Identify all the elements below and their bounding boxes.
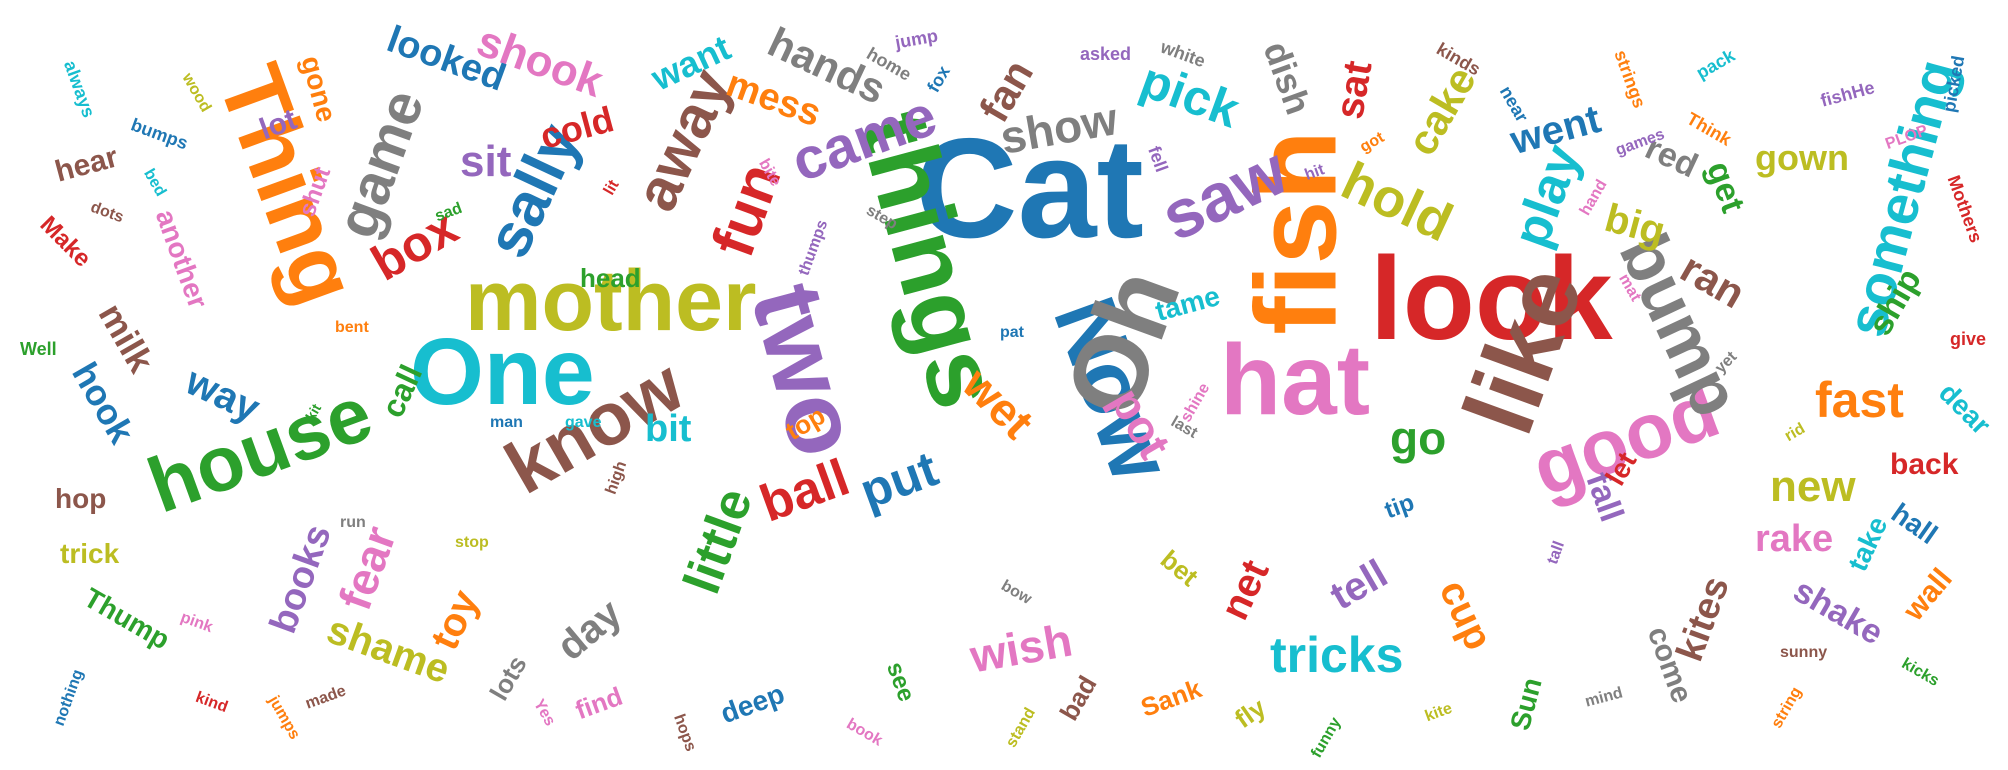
- word-cloud-word: fear: [328, 519, 407, 617]
- word-cloud-word: jumps: [264, 693, 304, 743]
- word-cloud-word: go: [1390, 412, 1447, 464]
- word-cloud-word: asked: [1080, 44, 1132, 64]
- word-cloud-word: rid: [1781, 420, 1809, 446]
- word-cloud-word: tricks: [1270, 627, 1404, 683]
- word-cloud-word: rake: [1755, 518, 1834, 560]
- word-cloud-word: shake: [1786, 571, 1890, 653]
- word-cloud-word: put: [852, 440, 945, 520]
- word-cloud-word: lit: [600, 177, 623, 199]
- word-cloud-word: bet: [1154, 543, 1205, 593]
- word-cloud-word: mother: [465, 253, 757, 349]
- word-cloud-word: Cat: [915, 109, 1144, 268]
- word-cloud-word: sunny: [1780, 644, 1828, 661]
- word-cloud-word: bit: [645, 408, 692, 450]
- word-cloud-word: fishHe: [1818, 77, 1877, 111]
- word-cloud-word: pat: [1000, 324, 1024, 341]
- word-cloud-word: gown: [1755, 137, 1849, 178]
- word-cloud-word: hat: [1220, 324, 1370, 436]
- word-cloud-word: stop: [455, 534, 489, 551]
- word-cloud-word: ball: [752, 448, 857, 534]
- word-cloud-word: Yes: [529, 696, 559, 729]
- word-cloud-word: get: [1698, 156, 1753, 218]
- word-cloud-word: man: [490, 414, 523, 431]
- word-cloud-word: sat: [1327, 57, 1381, 123]
- word-cloud-word: dish: [1255, 36, 1320, 120]
- word-cloud-word: find: [571, 680, 627, 726]
- word-cloud-word: Sun: [1504, 674, 1548, 734]
- word-cloud-word: hear: [51, 140, 122, 189]
- word-cloud-word: tell: [1322, 551, 1395, 619]
- word-cloud-word: tall: [1544, 539, 1569, 567]
- word-cloud-word: kicks: [1898, 655, 1942, 690]
- word-cloud-word: jump: [893, 25, 940, 53]
- word-cloud-word: hall: [1885, 497, 1944, 551]
- word-cloud-word: nothing: [50, 667, 87, 729]
- word-cloud-word: wish: [966, 613, 1076, 683]
- word-cloud-word: dear: [1933, 376, 1997, 441]
- word-cloud-word: fast: [1815, 372, 1904, 428]
- word-cloud-word: sit: [460, 137, 512, 186]
- word-cloud-word: hop: [55, 483, 107, 514]
- word-cloud-word: bad: [1053, 670, 1103, 726]
- word-cloud-word: strings: [1610, 47, 1650, 111]
- word-cloud-word: hand: [1576, 176, 1611, 219]
- word-cloud-word: gave: [565, 414, 602, 431]
- word-cloud-word: deep: [716, 677, 789, 730]
- word-cloud-word: look: [1370, 233, 1613, 365]
- word-cloud-word: little: [672, 480, 764, 602]
- word-cloud-word: pink: [178, 608, 215, 637]
- word-cloud-word: book: [843, 715, 886, 750]
- word-cloud-word: pack: [1692, 45, 1739, 83]
- word-cloud-word: thumps: [795, 217, 832, 278]
- word-cloud-word: hops: [670, 711, 700, 754]
- word-cloud-word: give: [1950, 329, 1987, 349]
- word-cloud-word: bed: [140, 166, 170, 200]
- word-cloud-word: dots: [88, 198, 126, 227]
- word-cloud-word: Sank: [1136, 673, 1206, 723]
- word-cloud-word: net: [1212, 553, 1278, 627]
- word-cloud-word: Think: [1683, 108, 1735, 150]
- word-cloud-word: stand: [1002, 705, 1039, 751]
- word-cloud-word: new: [1770, 462, 1856, 511]
- word-cloud-word: bow: [998, 577, 1035, 608]
- word-cloud-word: lots: [483, 650, 533, 706]
- word-cloud-word: kite: [1422, 699, 1455, 726]
- word-cloud-word: books: [262, 519, 340, 639]
- word-cloud-word: Well: [20, 339, 57, 359]
- word-cloud-word: fly: [1229, 692, 1272, 734]
- word-cloud-word: Mothers: [1943, 172, 1987, 246]
- word-cloud-word: shine: [1177, 380, 1214, 426]
- word-cloud-word: run: [340, 514, 366, 531]
- word-cloud-word: head: [580, 263, 641, 293]
- word-cloud-word: Thump: [78, 581, 176, 656]
- word-cloud-word: funny: [1308, 714, 1345, 761]
- word-cloud-word: fell: [1144, 143, 1172, 175]
- word-cloud-word: fox: [923, 62, 954, 96]
- word-cloud-word: cold: [535, 98, 618, 157]
- word-cloud-word: trick: [60, 538, 120, 569]
- word-cloud-word: day: [548, 590, 631, 670]
- word-cloud-word: wall: [1897, 562, 1959, 628]
- word-cloud-word: bent: [335, 319, 369, 336]
- word-cloud-word: another: [149, 205, 214, 313]
- word-cloud-word: kind: [193, 688, 230, 717]
- word-cloud-word: bumps: [128, 114, 191, 154]
- word-cloud-word: One: [410, 319, 595, 425]
- word-cloud-word: back: [1890, 448, 1959, 481]
- word-cloud-word: always: [60, 57, 100, 121]
- word-cloud-word: near: [1495, 82, 1533, 126]
- word-cloud-word: Make: [34, 210, 97, 273]
- word-cloud-word: mind: [1583, 684, 1625, 711]
- word-cloud-word: made: [303, 682, 349, 713]
- word-cloud-word: see: [880, 658, 921, 706]
- word-cloud-word: way: [179, 359, 267, 431]
- word-cloud-word: string: [1768, 684, 1806, 732]
- word-cloud-word: tip: [1381, 488, 1418, 525]
- word-cloud-word: cup: [1430, 573, 1501, 657]
